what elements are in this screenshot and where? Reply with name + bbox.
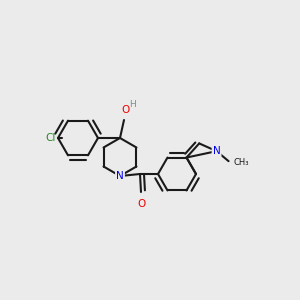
- Text: N: N: [116, 171, 124, 181]
- Text: O: O: [122, 105, 130, 115]
- Text: CH₃: CH₃: [234, 158, 249, 167]
- Text: N: N: [213, 146, 220, 156]
- Text: Cl: Cl: [46, 133, 56, 143]
- Text: H: H: [129, 100, 135, 109]
- Text: O: O: [137, 199, 145, 209]
